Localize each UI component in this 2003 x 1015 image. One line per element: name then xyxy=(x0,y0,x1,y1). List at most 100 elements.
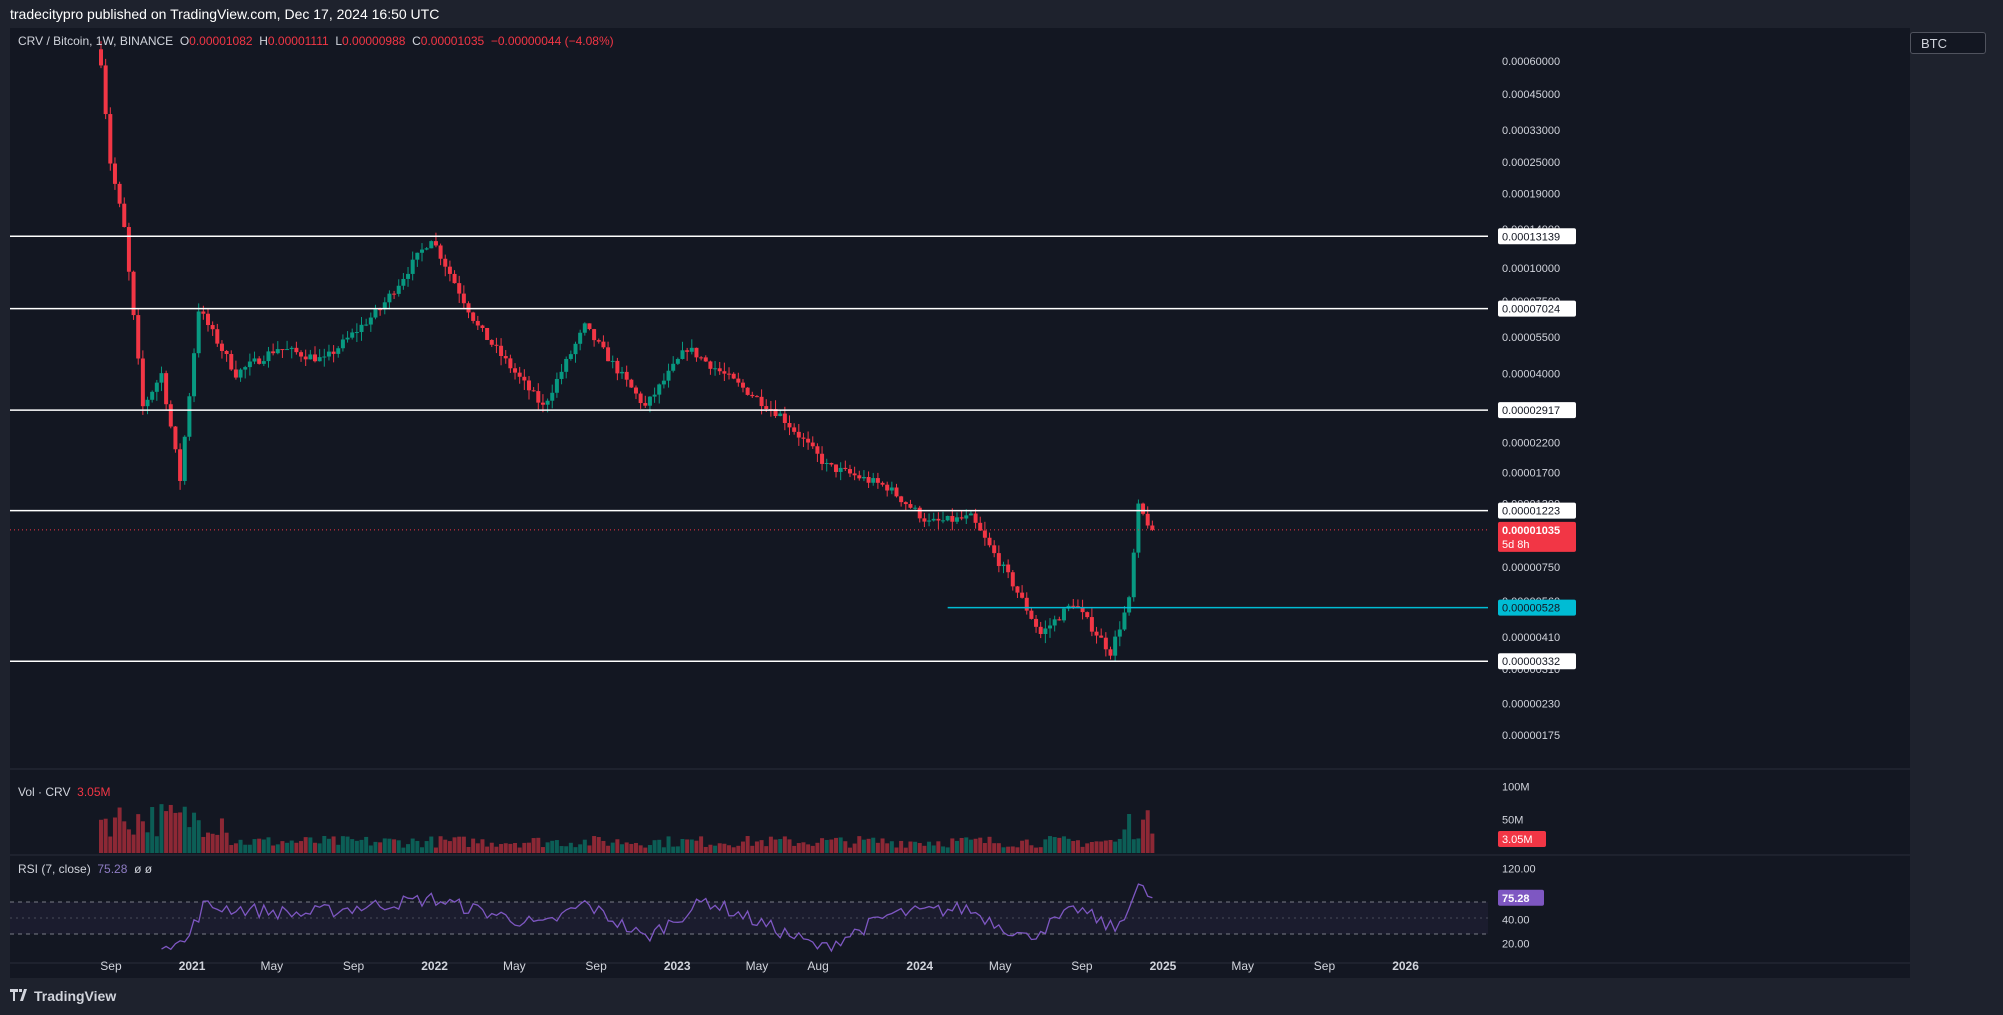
candle-body xyxy=(1034,618,1039,627)
volume-bar xyxy=(219,818,224,853)
y-tick-label: 0.00002200 xyxy=(1502,438,1560,450)
y-tick-label: 0.00025000 xyxy=(1502,157,1560,169)
level-tag xyxy=(1498,653,1576,670)
volume-bar xyxy=(159,804,164,853)
volume-bar xyxy=(792,845,797,853)
candle-body xyxy=(587,323,592,330)
y-tick-label: 0.00010000 xyxy=(1502,263,1560,275)
candle-body xyxy=(503,356,508,359)
candle-body xyxy=(373,309,378,318)
volume-bar xyxy=(271,845,276,853)
tradingview-logo[interactable]: TradingView xyxy=(10,988,116,1004)
volume-bar xyxy=(452,837,457,853)
candle-body xyxy=(406,273,411,279)
x-tick-label: 2025 xyxy=(1150,959,1177,973)
candle-body xyxy=(215,329,220,344)
candle-body xyxy=(717,368,722,372)
candle-body xyxy=(1103,637,1108,650)
volume-bar xyxy=(903,847,908,853)
candle-body xyxy=(164,373,169,405)
currency-button[interactable]: BTC xyxy=(1910,32,1986,54)
candle-body xyxy=(415,252,420,260)
volume-bar xyxy=(703,846,708,853)
volume-bar xyxy=(1089,841,1094,853)
close-value: 0.00001035 xyxy=(420,34,485,48)
volume-bar xyxy=(443,839,448,853)
volume-bar xyxy=(526,842,531,853)
volume-bar xyxy=(229,845,234,853)
candle-body xyxy=(233,369,238,378)
candle-body xyxy=(1010,572,1015,587)
candle-body xyxy=(266,351,271,362)
candle-body xyxy=(378,309,383,311)
volume-bar xyxy=(680,838,685,853)
candle-body xyxy=(740,382,745,388)
chart-area[interactable]: 0.00060000 0.00045000 0.00033000 0.00025000… xyxy=(10,28,1910,978)
symbol-label: CRV / Bitcoin, 1W, BINANCE xyxy=(18,34,174,48)
low-label: L xyxy=(335,34,343,48)
candle-body xyxy=(247,361,252,368)
candle-body xyxy=(210,325,215,330)
volume-bar xyxy=(108,836,113,853)
candle-body xyxy=(1020,592,1025,598)
volume-bar xyxy=(661,847,666,853)
volume-bar xyxy=(233,843,238,853)
candle-body xyxy=(1136,503,1141,553)
level-label: 0.00007024 xyxy=(1502,304,1560,316)
volume-bar xyxy=(401,847,406,853)
y-tick-label: 0.00004000 xyxy=(1502,369,1560,381)
candles-group xyxy=(99,41,1155,662)
candle-body xyxy=(675,358,680,364)
x-tick-label: May xyxy=(1231,959,1254,973)
candle-body xyxy=(275,349,280,354)
candle-body xyxy=(866,477,871,483)
volume-bar xyxy=(513,842,518,853)
volume-bar xyxy=(517,847,522,853)
volume-bar xyxy=(694,840,699,853)
volume-bar xyxy=(554,840,559,853)
volume-bar xyxy=(438,836,443,853)
volume-bar xyxy=(238,839,243,853)
volume-bar xyxy=(982,843,987,853)
volume-bar xyxy=(447,841,452,853)
candle-body xyxy=(1043,628,1048,635)
volume-bar xyxy=(778,838,783,853)
rsi-tick-label: 20.00 xyxy=(1502,939,1530,951)
candle-body xyxy=(159,373,164,383)
volume-bar xyxy=(1038,847,1043,853)
candle-body xyxy=(545,400,550,405)
candle-body xyxy=(1001,564,1006,567)
candle-body xyxy=(285,349,290,351)
rsi-legend: RSI (7, close) 75.28 ø ø xyxy=(18,862,152,876)
candle-body xyxy=(1057,619,1062,621)
level-label: 0.00000528 xyxy=(1502,603,1560,615)
y-tick-label: 0.00000410 xyxy=(1502,632,1560,644)
rsi-value-tag xyxy=(1498,889,1544,906)
candle-body xyxy=(759,396,764,407)
candle-body xyxy=(964,515,969,519)
volume-bar xyxy=(522,842,527,853)
candle-body xyxy=(671,363,676,371)
volume-bar xyxy=(727,845,732,853)
candle-body xyxy=(806,438,811,443)
volume-bar xyxy=(764,846,769,853)
candle-body xyxy=(1127,597,1132,613)
candle-body xyxy=(568,354,573,359)
volume-bar xyxy=(829,839,834,853)
candle-body xyxy=(419,249,424,253)
volume-bar xyxy=(950,838,955,853)
volume-bar xyxy=(964,837,969,853)
candle-body xyxy=(345,337,350,340)
candle-body xyxy=(131,271,136,316)
y-tick-label: 0.00019000 xyxy=(1502,189,1560,201)
volume-bar xyxy=(913,841,918,853)
volume-bar xyxy=(345,836,350,853)
volume-bar xyxy=(973,838,978,853)
volume-bar xyxy=(722,843,727,853)
volume-bar xyxy=(550,840,555,853)
volume-tick-label: 100M xyxy=(1502,781,1530,793)
volume-bar xyxy=(1052,837,1057,853)
volume-bar xyxy=(112,817,117,853)
volume-bar xyxy=(145,832,150,853)
candle-body xyxy=(317,357,322,362)
